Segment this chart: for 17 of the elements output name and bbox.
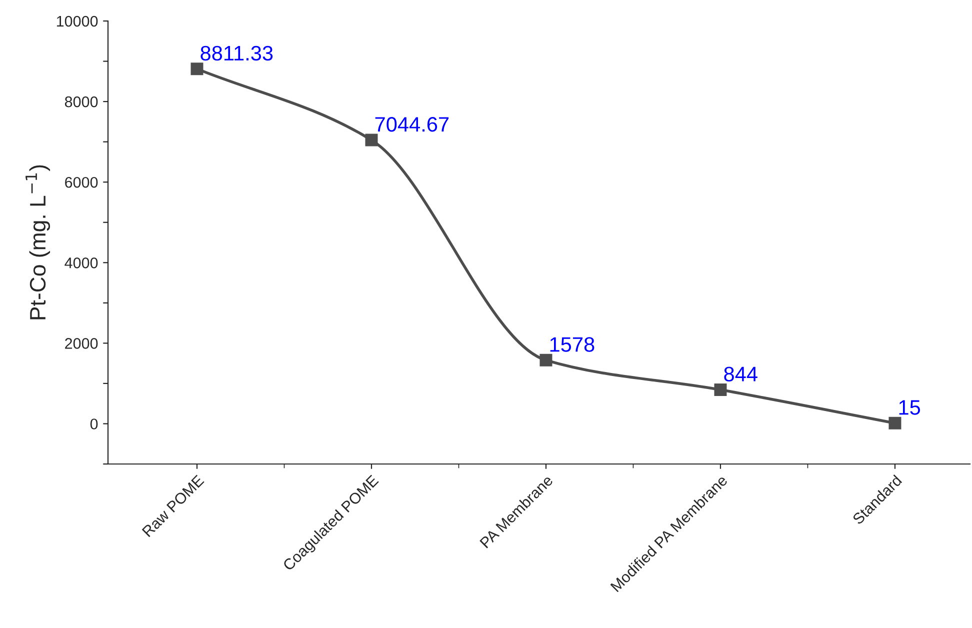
y-tick-label: 2000 — [65, 338, 98, 349]
y-tick-label: 0 — [90, 418, 98, 430]
y-tick-label: 10000 — [56, 16, 98, 27]
point — [888, 416, 902, 430]
y-tick-label: 4000 — [64, 258, 98, 268]
data-label: 8811.33 — [200, 46, 273, 61]
data-label: 15 — [899, 400, 920, 415]
point — [714, 383, 727, 396]
point — [365, 134, 378, 146]
point — [190, 62, 204, 76]
data-label: 7044.67 — [375, 116, 449, 132]
point — [540, 354, 552, 366]
y-tick-label: 6000 — [65, 176, 98, 188]
data-label: 844 — [724, 366, 758, 382]
data-label: 1578 — [550, 337, 594, 352]
y-tick-label: 8000 — [64, 96, 98, 108]
y-axis-title: Pt-Co (mg. L$^{−1}$) — [26, 165, 50, 320]
